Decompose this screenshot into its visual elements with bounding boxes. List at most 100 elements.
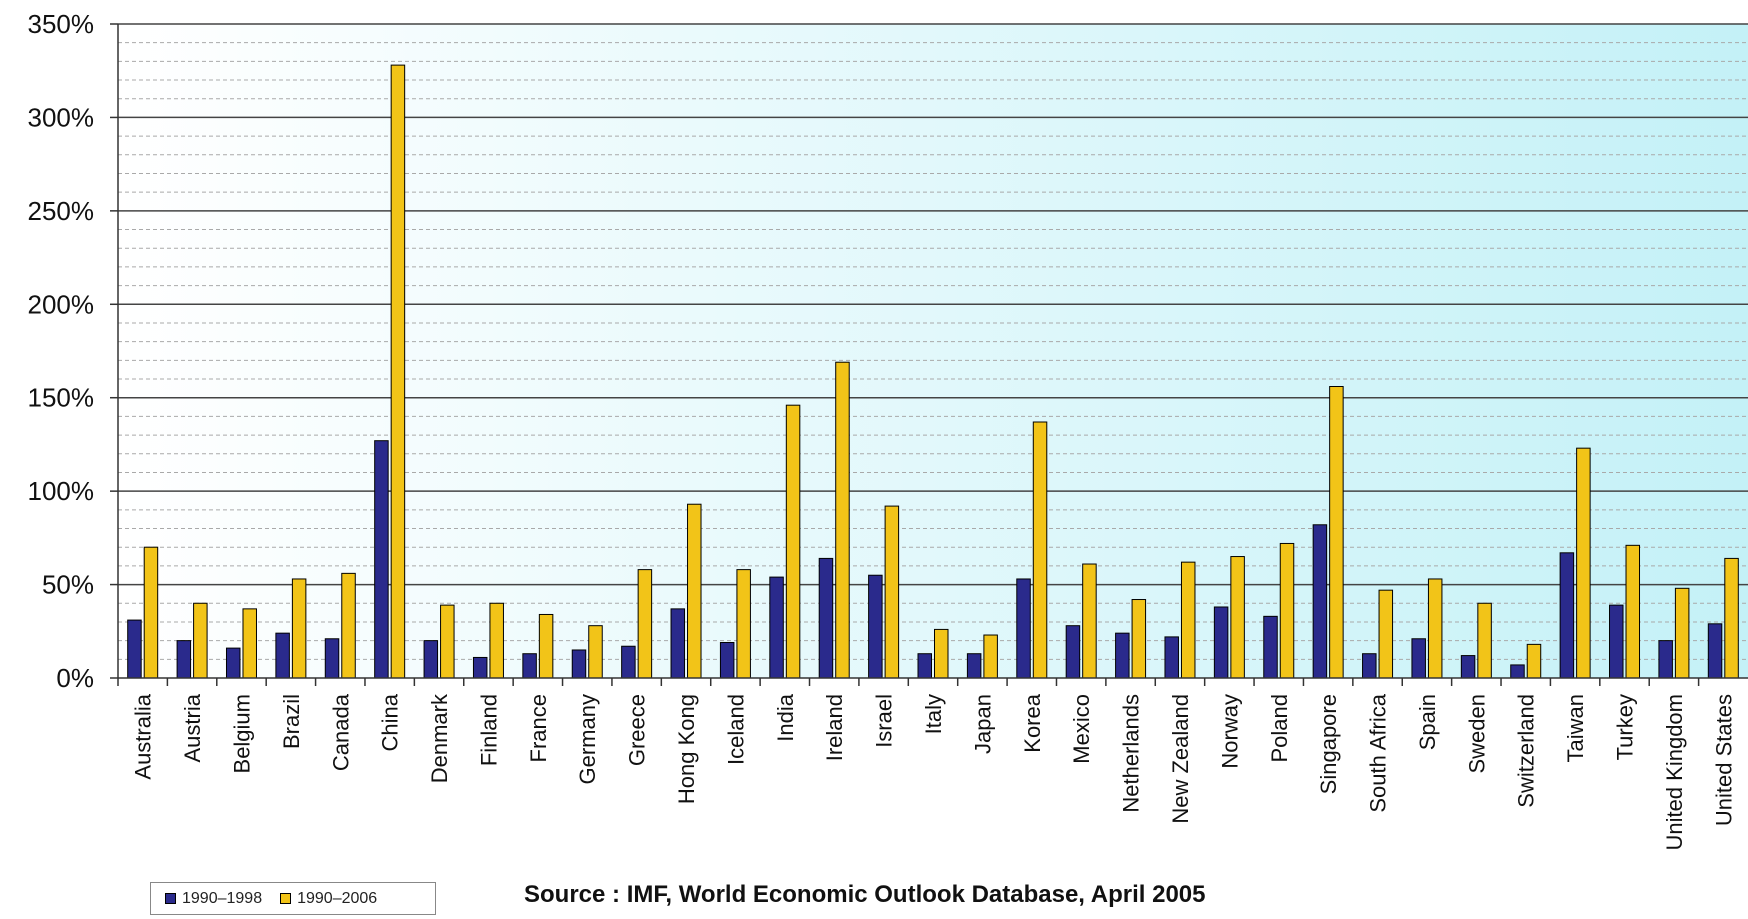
- bar-1990-2006: [1526, 643, 1542, 679]
- bar-1990-1998: [1164, 636, 1179, 679]
- x-tick-label: Sweden: [1464, 694, 1489, 774]
- x-tick-label: Ireland: [822, 694, 847, 761]
- bar-1990-2006: [934, 628, 949, 679]
- x-tick-label: Finland: [476, 694, 501, 766]
- x-tick-label: United States: [1711, 694, 1736, 826]
- bar-1990-1998: [176, 640, 192, 679]
- bar-1990-2006: [1279, 542, 1295, 679]
- bar-1990-2006: [341, 572, 356, 679]
- bar-1990-2006: [291, 578, 307, 679]
- bar-1990-1998: [472, 656, 488, 679]
- x-tick-label: New Zealand: [1168, 694, 1193, 824]
- legend-swatch-1990-2006: [280, 893, 292, 904]
- bar-1990-1998: [1510, 664, 1525, 679]
- legend-item-1990-2006: 1990–2006: [280, 890, 377, 908]
- bar-1990-2006: [983, 634, 998, 679]
- legend-swatch-1990-1998: [165, 893, 176, 904]
- bar-1990-1998: [868, 574, 883, 679]
- x-tick-label: Israel: [872, 694, 897, 748]
- bar-1990-1998: [621, 645, 636, 679]
- x-tick-label: Switzerland: [1514, 694, 1539, 808]
- x-tick-label: Spain: [1415, 694, 1440, 750]
- bar-1990-1998: [1213, 606, 1229, 679]
- x-tick-label: Mexico: [1069, 694, 1094, 764]
- bar-1990-2006: [390, 64, 406, 679]
- legend: 1990–1998 1990–2006: [150, 882, 436, 915]
- y-tick-label: 250%: [28, 196, 95, 226]
- bar-1990-1998: [719, 641, 735, 679]
- legend-label-1990-1998: 1990–1998: [182, 889, 263, 907]
- bar-1990-1998: [1460, 655, 1476, 679]
- y-tick-label: 100%: [28, 476, 95, 506]
- bar-1990-1998: [275, 632, 290, 679]
- y-tick-label: 50%: [42, 570, 94, 600]
- bar-1990-1998: [522, 653, 537, 679]
- x-tick-label: Hong Kong: [674, 694, 699, 804]
- bar-1990-2006: [736, 569, 751, 679]
- legend-item-1990-1998: 1990–1998: [165, 890, 262, 908]
- x-tick-label: Belgium: [229, 694, 254, 773]
- bar-1990-2006: [785, 404, 801, 679]
- bar-1990-2006: [1082, 563, 1097, 679]
- bar-1990-2006: [588, 625, 603, 679]
- bar-1990-1998: [1065, 625, 1081, 679]
- gridlines: [118, 23, 1748, 660]
- bar-1990-2006: [835, 361, 850, 679]
- bar-1990-1998: [670, 608, 686, 679]
- bar-1990-1998: [966, 653, 982, 679]
- x-tick-label: South Africa: [1366, 693, 1391, 812]
- bar-1990-2006: [489, 602, 504, 679]
- y-tick-label: 350%: [28, 9, 95, 39]
- bar-1990-2006: [1674, 587, 1690, 679]
- x-tick-label: China: [378, 693, 403, 751]
- bar-1990-2006: [143, 546, 159, 679]
- x-tick-label: Denmark: [427, 693, 452, 783]
- source-note: Source : IMF, World Economic Outlook Dat…: [524, 881, 1206, 908]
- x-tick-label: Greece: [625, 694, 650, 766]
- bar-1990-1998: [225, 647, 241, 679]
- legend-label-1990-2006: 1990–2006: [297, 889, 378, 907]
- y-tick-label: 150%: [28, 383, 95, 413]
- bar-1990-1998: [1115, 632, 1130, 679]
- bars: [127, 64, 1739, 679]
- bar-1990-2006: [242, 608, 257, 679]
- x-tick-label: Austria: [180, 693, 205, 762]
- x-tick-label: United Kingdom: [1662, 694, 1687, 851]
- bar-1990-1998: [818, 557, 834, 679]
- x-tick-label: Australia: [131, 693, 156, 779]
- bar-1990-2006: [1724, 557, 1739, 679]
- x-tick-label: India: [773, 693, 798, 741]
- x-tick-label: Korea: [1020, 693, 1045, 752]
- bar-1990-1998: [1263, 615, 1278, 679]
- bar-1990-1998: [571, 649, 587, 679]
- growth-bar-chart: 0%50%100%150%200%250%300%350% Australia A…: [28, 9, 1748, 851]
- bar-1990-1998: [127, 619, 142, 679]
- bar-1990-2006: [193, 602, 208, 679]
- bar-1990-1998: [769, 576, 784, 679]
- bar-1990-2006: [1625, 544, 1641, 679]
- bar-1990-2006: [1576, 447, 1591, 679]
- x-tick-label: Japan: [970, 694, 995, 754]
- bar-1990-2006: [1180, 561, 1196, 679]
- bar-1990-2006: [884, 505, 900, 679]
- bar-1990-1998: [1411, 638, 1426, 679]
- bar-1990-1998: [423, 640, 439, 679]
- bar-1990-2006: [1427, 578, 1443, 679]
- bar-1990-1998: [1559, 552, 1575, 679]
- x-tick-label: Netherlands: [1119, 694, 1144, 813]
- bar-1990-2006: [1477, 602, 1492, 679]
- bar-1990-1998: [1312, 524, 1328, 679]
- y-tick-label: 200%: [28, 289, 95, 319]
- bar-1990-2006: [1329, 386, 1344, 679]
- bar-1990-2006: [637, 569, 653, 679]
- x-tick-label: Brazil: [279, 694, 304, 749]
- bar-1990-2006: [538, 613, 554, 679]
- bar-1990-1998: [1016, 578, 1031, 679]
- bar-1990-1998: [917, 653, 932, 679]
- y-tick-label: 300%: [28, 102, 95, 132]
- x-tick-label: France: [526, 694, 551, 762]
- x-tick-label: Singapore: [1316, 694, 1341, 794]
- bar-1990-2006: [687, 503, 702, 679]
- bar-1990-1998: [374, 440, 389, 679]
- bar-1990-2006: [1230, 556, 1245, 679]
